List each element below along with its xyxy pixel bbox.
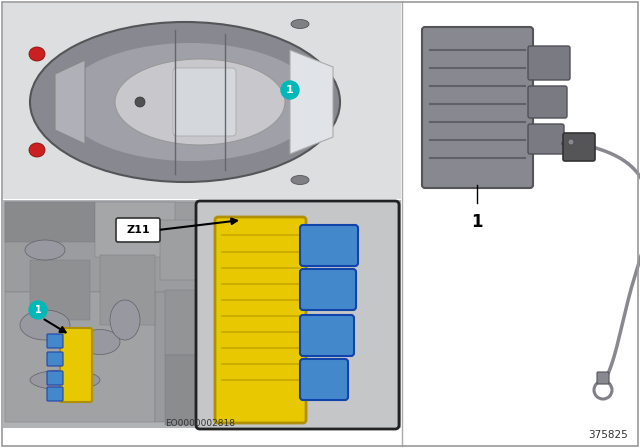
FancyBboxPatch shape	[300, 269, 356, 310]
Text: Z11: Z11	[126, 225, 150, 235]
FancyBboxPatch shape	[165, 355, 260, 425]
FancyBboxPatch shape	[155, 292, 265, 422]
FancyBboxPatch shape	[47, 387, 63, 401]
Ellipse shape	[291, 176, 309, 185]
Text: 1: 1	[286, 85, 294, 95]
Ellipse shape	[30, 370, 100, 390]
Ellipse shape	[30, 22, 340, 182]
Ellipse shape	[110, 300, 140, 340]
FancyBboxPatch shape	[30, 260, 90, 320]
Polygon shape	[290, 50, 333, 154]
Circle shape	[568, 139, 574, 145]
FancyBboxPatch shape	[300, 359, 348, 400]
Text: 1: 1	[35, 305, 42, 315]
FancyBboxPatch shape	[47, 352, 63, 366]
FancyBboxPatch shape	[173, 68, 236, 136]
Circle shape	[29, 301, 47, 319]
FancyBboxPatch shape	[270, 280, 390, 360]
FancyBboxPatch shape	[160, 220, 260, 280]
FancyBboxPatch shape	[3, 3, 401, 199]
FancyBboxPatch shape	[5, 292, 155, 422]
Ellipse shape	[29, 47, 45, 61]
FancyBboxPatch shape	[100, 255, 155, 325]
FancyBboxPatch shape	[95, 202, 175, 257]
Ellipse shape	[80, 329, 120, 354]
Ellipse shape	[291, 20, 309, 29]
Ellipse shape	[20, 310, 70, 340]
Ellipse shape	[115, 59, 285, 145]
FancyBboxPatch shape	[300, 225, 358, 266]
FancyBboxPatch shape	[116, 218, 160, 242]
FancyBboxPatch shape	[265, 202, 400, 422]
FancyBboxPatch shape	[528, 124, 564, 154]
FancyBboxPatch shape	[47, 334, 63, 348]
FancyBboxPatch shape	[403, 3, 637, 445]
Text: 375825: 375825	[588, 430, 628, 440]
Text: EO0000002818: EO0000002818	[165, 419, 235, 428]
FancyBboxPatch shape	[528, 46, 570, 80]
Circle shape	[281, 81, 299, 99]
FancyBboxPatch shape	[47, 371, 63, 385]
FancyBboxPatch shape	[270, 210, 390, 270]
FancyBboxPatch shape	[270, 365, 390, 420]
FancyBboxPatch shape	[215, 217, 306, 423]
FancyBboxPatch shape	[196, 201, 399, 429]
FancyBboxPatch shape	[422, 27, 533, 188]
FancyBboxPatch shape	[3, 200, 401, 428]
FancyBboxPatch shape	[5, 202, 95, 242]
Circle shape	[135, 97, 145, 107]
FancyBboxPatch shape	[563, 133, 595, 161]
FancyBboxPatch shape	[300, 315, 354, 356]
Ellipse shape	[29, 143, 45, 157]
Text: 1: 1	[471, 213, 483, 231]
Polygon shape	[55, 60, 85, 144]
FancyBboxPatch shape	[5, 202, 205, 292]
Ellipse shape	[63, 43, 317, 161]
FancyBboxPatch shape	[528, 86, 567, 118]
FancyBboxPatch shape	[60, 328, 92, 402]
Ellipse shape	[25, 240, 65, 260]
FancyBboxPatch shape	[165, 290, 260, 355]
FancyBboxPatch shape	[597, 372, 609, 384]
